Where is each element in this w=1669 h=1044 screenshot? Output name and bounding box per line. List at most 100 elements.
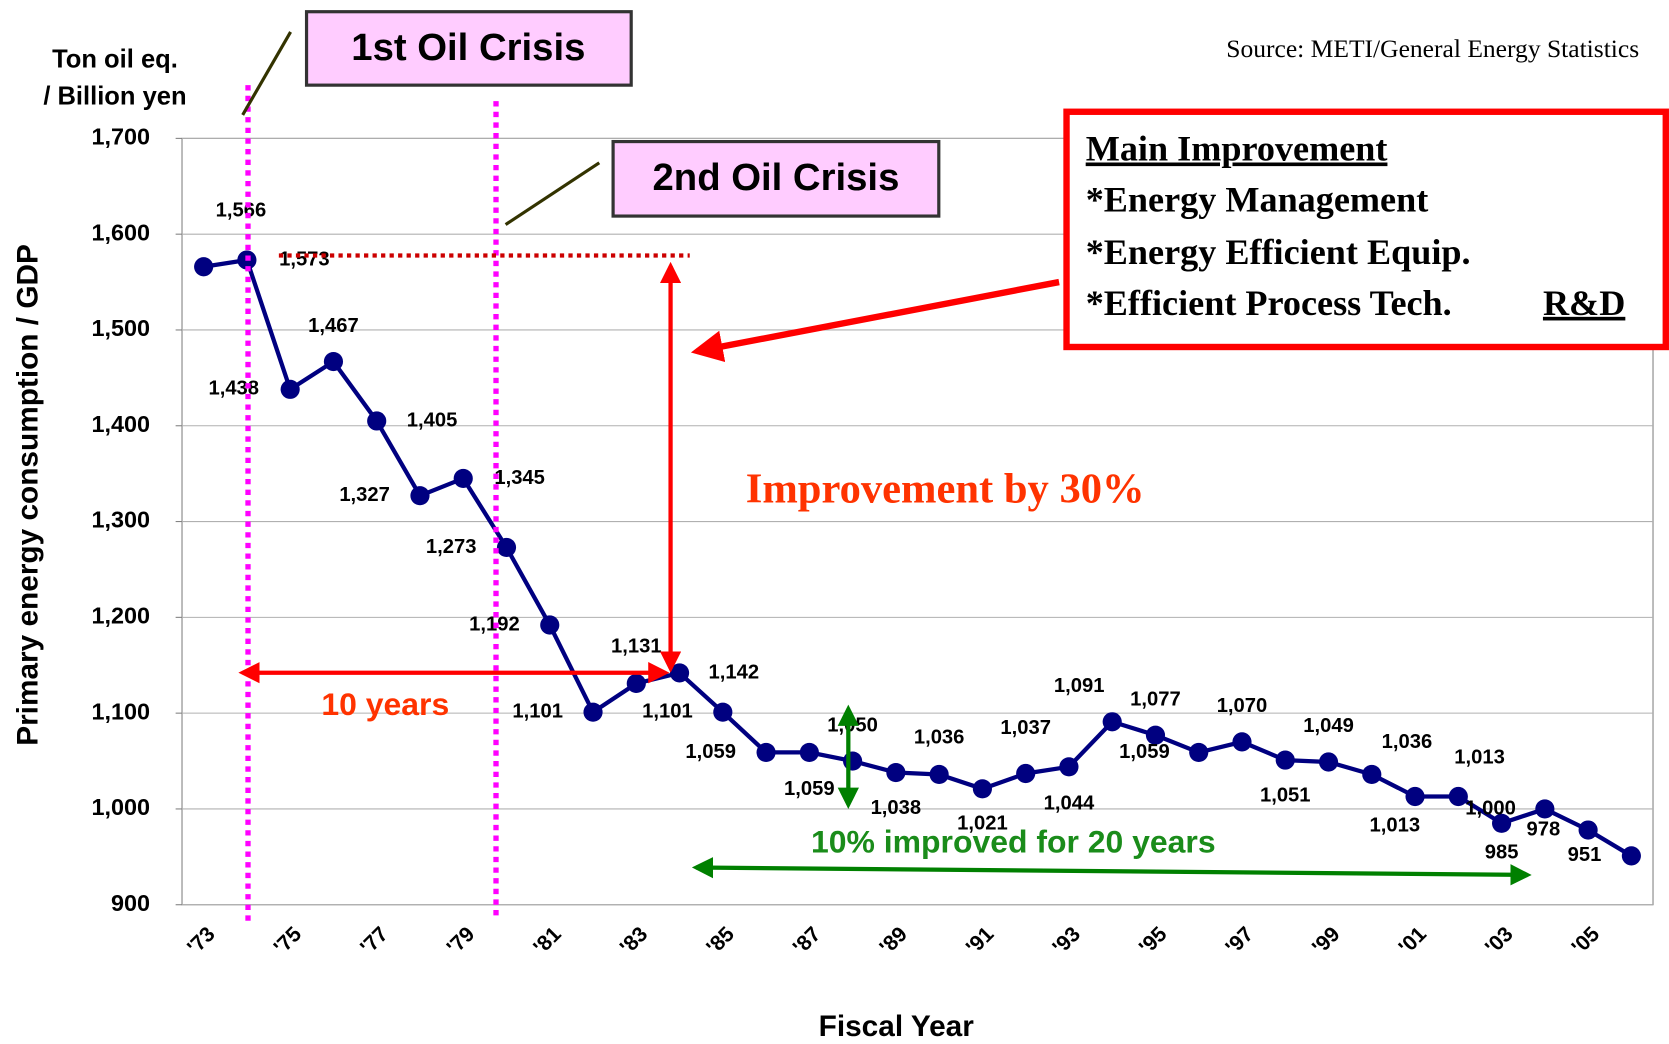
y-axis-label: Primary energy consumption / GDP bbox=[12, 244, 45, 746]
data-point bbox=[1275, 750, 1295, 770]
data-point bbox=[1059, 757, 1079, 777]
data-point bbox=[713, 702, 733, 722]
x-tick-label: '87 bbox=[788, 922, 825, 959]
data-label: 1,059 bbox=[1119, 741, 1170, 763]
data-label: 1,021 bbox=[957, 812, 1008, 834]
data-point bbox=[540, 615, 560, 635]
data-label: 1,038 bbox=[871, 797, 922, 819]
data-point bbox=[1232, 732, 1252, 752]
data-point bbox=[1448, 786, 1468, 807]
data-point bbox=[1318, 752, 1339, 772]
data-point bbox=[410, 486, 430, 506]
chart-body: Ton oil eq. / Billion yen Primary energy… bbox=[12, 10, 1669, 1043]
arrow bbox=[691, 856, 1532, 886]
unit-label: Ton oil eq. bbox=[52, 45, 178, 73]
data-label: 1,070 bbox=[1217, 695, 1268, 717]
x-tick-label: '01 bbox=[1394, 922, 1431, 959]
data-point bbox=[669, 663, 690, 683]
improvement-title: Main Improvement bbox=[1086, 129, 1388, 169]
callout-box bbox=[304, 10, 633, 87]
data-label: 1,405 bbox=[407, 409, 458, 431]
improvement-item: R&D bbox=[1543, 283, 1625, 323]
data-label: 1,327 bbox=[339, 484, 390, 506]
x-tick-label: '73 bbox=[182, 922, 219, 959]
x-tick-label: '93 bbox=[1048, 922, 1085, 959]
data-point bbox=[1102, 712, 1122, 732]
improvement-item: *Efficient Process Tech. bbox=[1086, 283, 1452, 323]
y-tick-label: 1,100 bbox=[92, 698, 151, 724]
data-label: 1,049 bbox=[1303, 715, 1354, 737]
data-point bbox=[1016, 763, 1036, 784]
x-tick-label: '03 bbox=[1480, 922, 1517, 959]
data-point bbox=[1189, 742, 1209, 763]
data-label: 1,467 bbox=[308, 315, 359, 337]
data-label: 1,131 bbox=[611, 636, 662, 658]
data-point bbox=[886, 762, 906, 783]
data-label: 1,059 bbox=[685, 741, 736, 763]
callout-line bbox=[241, 31, 292, 116]
data-label: 1,059 bbox=[784, 778, 835, 800]
x-tick-label: '77 bbox=[355, 922, 392, 959]
callout-line bbox=[504, 161, 601, 226]
improvement-box bbox=[1063, 108, 1669, 351]
callout-box bbox=[611, 139, 941, 218]
data-label: 978 bbox=[1527, 818, 1561, 840]
data-point bbox=[1621, 846, 1641, 866]
data-point bbox=[453, 468, 473, 489]
data-point bbox=[1145, 725, 1166, 745]
callout-text: 2nd Oil Crisis bbox=[653, 156, 900, 199]
y-tick-label: 1,600 bbox=[92, 219, 151, 245]
data-label: 1,036 bbox=[1382, 731, 1433, 753]
data-point bbox=[194, 257, 214, 277]
y-tick-label: 900 bbox=[111, 890, 150, 916]
data-label: 1,036 bbox=[914, 727, 965, 749]
data-point bbox=[626, 673, 646, 694]
y-tick-label: 1,500 bbox=[92, 315, 151, 341]
x-tick-label: '79 bbox=[442, 922, 479, 959]
data-point bbox=[799, 742, 819, 763]
data-label: 1,091 bbox=[1054, 675, 1105, 697]
data-label: 1,101 bbox=[512, 701, 563, 723]
data-point bbox=[367, 411, 387, 431]
data-label: 1,037 bbox=[1000, 717, 1051, 739]
data-point bbox=[496, 537, 517, 558]
improvement-item: *Energy Management bbox=[1086, 180, 1429, 220]
data-point bbox=[929, 764, 949, 785]
x-tick-label: '89 bbox=[875, 922, 912, 959]
data-label: 1,566 bbox=[216, 200, 267, 222]
data-point bbox=[1578, 820, 1598, 840]
x-tick-label: '05 bbox=[1567, 922, 1604, 959]
data-label: 1,142 bbox=[709, 661, 760, 683]
data-point bbox=[583, 702, 603, 722]
x-tick-label: '95 bbox=[1134, 922, 1171, 959]
y-tick-label: 1,700 bbox=[92, 124, 151, 150]
data-label: 1,051 bbox=[1260, 785, 1311, 807]
data-point bbox=[1492, 813, 1512, 833]
x-tick-label: '81 bbox=[529, 922, 566, 959]
y-tick-label: 1,000 bbox=[92, 794, 151, 820]
x-tick-label: '83 bbox=[615, 922, 652, 959]
data-label: 1,013 bbox=[1454, 747, 1505, 769]
data-point bbox=[1535, 799, 1555, 819]
data-point bbox=[843, 751, 863, 771]
annotations: 1st Oil Crisis 2nd Oil Crisis 10 years I… bbox=[238, 10, 1669, 927]
data-label: 1,273 bbox=[426, 536, 477, 558]
data-point bbox=[972, 779, 992, 799]
data-label: 1,101 bbox=[642, 701, 693, 723]
x-tick-label: '99 bbox=[1307, 922, 1344, 959]
data-label: 985 bbox=[1485, 841, 1519, 863]
data-label: 1,345 bbox=[494, 467, 545, 489]
annotation: 10% improved for 20 years bbox=[811, 824, 1216, 860]
data-label: 1,050 bbox=[827, 714, 878, 736]
data-point bbox=[756, 742, 776, 763]
x-tick-label: '85 bbox=[702, 922, 739, 959]
data-point bbox=[1405, 786, 1425, 807]
data-label: 1,013 bbox=[1370, 815, 1421, 837]
unit-label: / Billion yen bbox=[43, 83, 186, 111]
data-point bbox=[1362, 764, 1382, 785]
data-label: 951 bbox=[1568, 844, 1602, 866]
annotation: Improvement by 30% bbox=[746, 466, 1145, 513]
x-tick-label: '91 bbox=[961, 922, 998, 959]
arrow bbox=[690, 278, 1060, 363]
